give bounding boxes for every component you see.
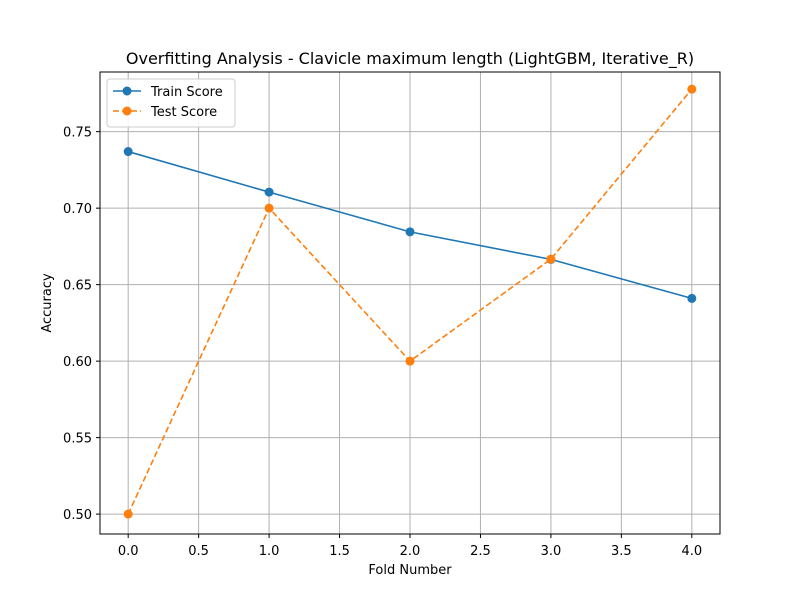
data-point-train-score	[264, 187, 274, 197]
x-tick-label: 0.0	[118, 544, 139, 559]
legend-label-train-score: Train Score	[150, 85, 223, 100]
x-axis-label: Fold Number	[368, 563, 452, 578]
x-tick-label: 0.5	[188, 544, 209, 559]
y-tick-label: 0.50	[63, 508, 92, 523]
y-tick-label: 0.70	[63, 202, 92, 217]
y-tick-label: 0.60	[63, 355, 92, 370]
x-tick-label: 3.0	[541, 544, 562, 559]
legend-marker-test-score	[122, 106, 132, 116]
x-tick-label: 4.0	[681, 544, 702, 559]
data-point-train-score	[405, 227, 415, 237]
grid	[100, 72, 720, 534]
y-tick-label: 0.55	[63, 432, 92, 447]
data-point-test-score	[264, 203, 274, 213]
data-point-test-score	[546, 254, 556, 264]
x-axis-ticks: 0.0 0.5 1.0 1.5 2.0 2.5 3.0 3.5 4.0	[118, 534, 702, 559]
y-tick-label: 0.65	[63, 279, 92, 294]
data-point-train-score	[687, 293, 697, 303]
x-tick-label: 3.5	[611, 544, 632, 559]
series-test-score	[123, 84, 697, 519]
x-tick-label: 2.0	[400, 544, 421, 559]
data-point-test-score	[687, 84, 697, 94]
data-point-test-score	[123, 509, 133, 519]
x-tick-label: 2.5	[470, 544, 491, 559]
legend: Train Score Test Score	[106, 78, 236, 128]
series-layer	[123, 84, 697, 519]
x-tick-label: 1.0	[259, 544, 280, 559]
data-point-test-score	[405, 356, 415, 366]
legend-marker-train-score	[122, 86, 132, 96]
legend-label-test-score: Test Score	[150, 105, 217, 120]
y-axis-ticks: 0.50 0.55 0.60 0.65 0.70 0.75	[63, 126, 100, 523]
x-tick-label: 1.5	[329, 544, 350, 559]
y-tick-label: 0.75	[63, 126, 92, 141]
chart-title: Overfitting Analysis - Clavicle maximum …	[126, 49, 694, 69]
data-point-train-score	[123, 147, 133, 157]
y-axis-label: Accuracy	[40, 273, 55, 333]
